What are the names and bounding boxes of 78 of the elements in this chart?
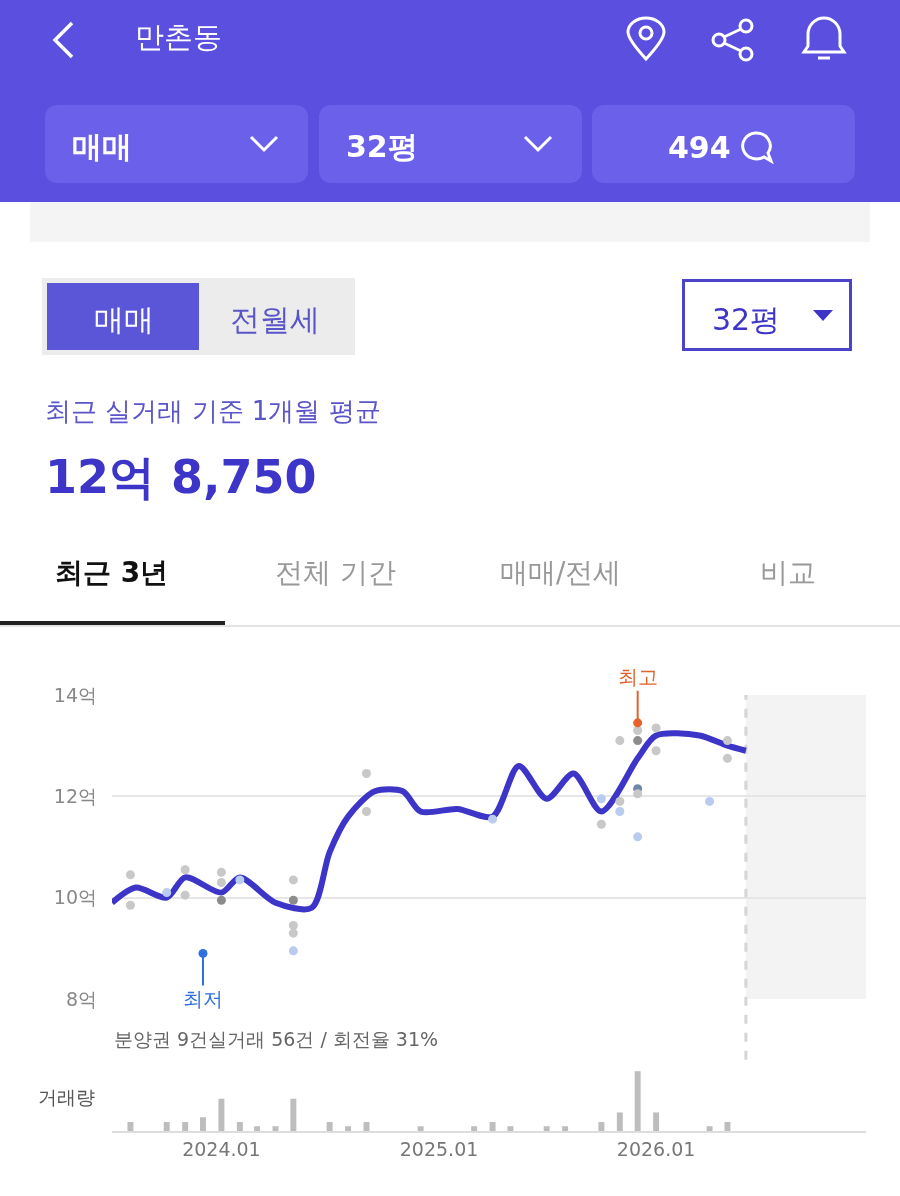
text: 분양권 9건실거래 56건 / 회전율 31% — [114, 1028, 439, 1050]
text: 전월세 — [230, 300, 320, 339]
bar — [182, 1122, 189, 1131]
point — [722, 736, 732, 746]
bar — [724, 1122, 731, 1131]
x-tick-label: 2025.01 — [399, 1137, 479, 1160]
point — [362, 807, 371, 817]
bar — [163, 1122, 170, 1131]
point — [288, 928, 298, 938]
point — [362, 769, 371, 779]
point — [596, 819, 606, 829]
point — [288, 921, 298, 931]
point — [125, 870, 135, 880]
bar — [562, 1126, 569, 1131]
point — [162, 888, 172, 898]
bar — [471, 1126, 478, 1131]
y-tick-label: 8억 — [65, 987, 97, 1010]
bar — [653, 1112, 660, 1131]
text: 매매/전세 — [500, 555, 622, 591]
point — [615, 807, 625, 817]
point — [288, 895, 298, 905]
point — [180, 865, 190, 875]
bar — [254, 1126, 261, 1131]
y-axis-title: 거래량 — [38, 1086, 95, 1108]
text: 만촌동 — [135, 19, 222, 56]
point — [633, 789, 643, 799]
point — [216, 895, 226, 905]
text: 매매 — [94, 300, 154, 339]
text: 12억 8,750 — [45, 449, 317, 506]
annotation: 최고 — [618, 665, 658, 689]
text: 전체 기간 — [275, 555, 396, 591]
y-tick-label: 12억 — [53, 784, 97, 807]
point — [722, 753, 732, 763]
bar — [290, 1098, 297, 1131]
point — [235, 875, 245, 885]
bar — [616, 1112, 623, 1131]
point — [705, 796, 715, 806]
annotation: 최저 — [183, 987, 223, 1011]
bar — [200, 1117, 206, 1131]
bar — [706, 1126, 713, 1131]
point — [125, 900, 135, 910]
point — [288, 946, 298, 956]
bar — [345, 1126, 352, 1131]
point — [216, 877, 226, 887]
bar — [543, 1126, 550, 1131]
point — [651, 723, 661, 733]
text: 32평 — [712, 300, 781, 339]
point — [633, 736, 643, 746]
bar — [218, 1098, 225, 1131]
bar — [127, 1122, 134, 1131]
x-tick-label: 2026.01 — [616, 1137, 696, 1160]
point — [180, 890, 190, 900]
text: 매매 — [72, 127, 132, 166]
y-tick-label: 10억 — [53, 886, 97, 909]
point — [596, 794, 606, 804]
text: 비교 — [760, 555, 816, 591]
bar — [326, 1122, 333, 1131]
point — [633, 725, 643, 735]
bar — [598, 1122, 605, 1131]
bar — [507, 1126, 514, 1131]
point — [615, 736, 625, 746]
point — [633, 832, 643, 842]
point — [216, 867, 226, 877]
bar — [236, 1122, 243, 1131]
bar — [272, 1126, 279, 1131]
point — [488, 814, 498, 824]
text: 최근 실거래 기준 1개월 평균 — [45, 394, 381, 428]
bar — [634, 1071, 641, 1131]
x-tick-label: 2024.01 — [182, 1137, 261, 1160]
text: 32평 — [346, 127, 418, 166]
text: 494 — [668, 129, 731, 165]
point — [288, 875, 298, 885]
text: 최근 3년 — [55, 555, 169, 591]
bar — [417, 1126, 424, 1131]
point — [651, 746, 661, 756]
point — [615, 796, 625, 806]
bar — [489, 1122, 496, 1131]
y-tick-label: 14억 — [53, 683, 97, 706]
